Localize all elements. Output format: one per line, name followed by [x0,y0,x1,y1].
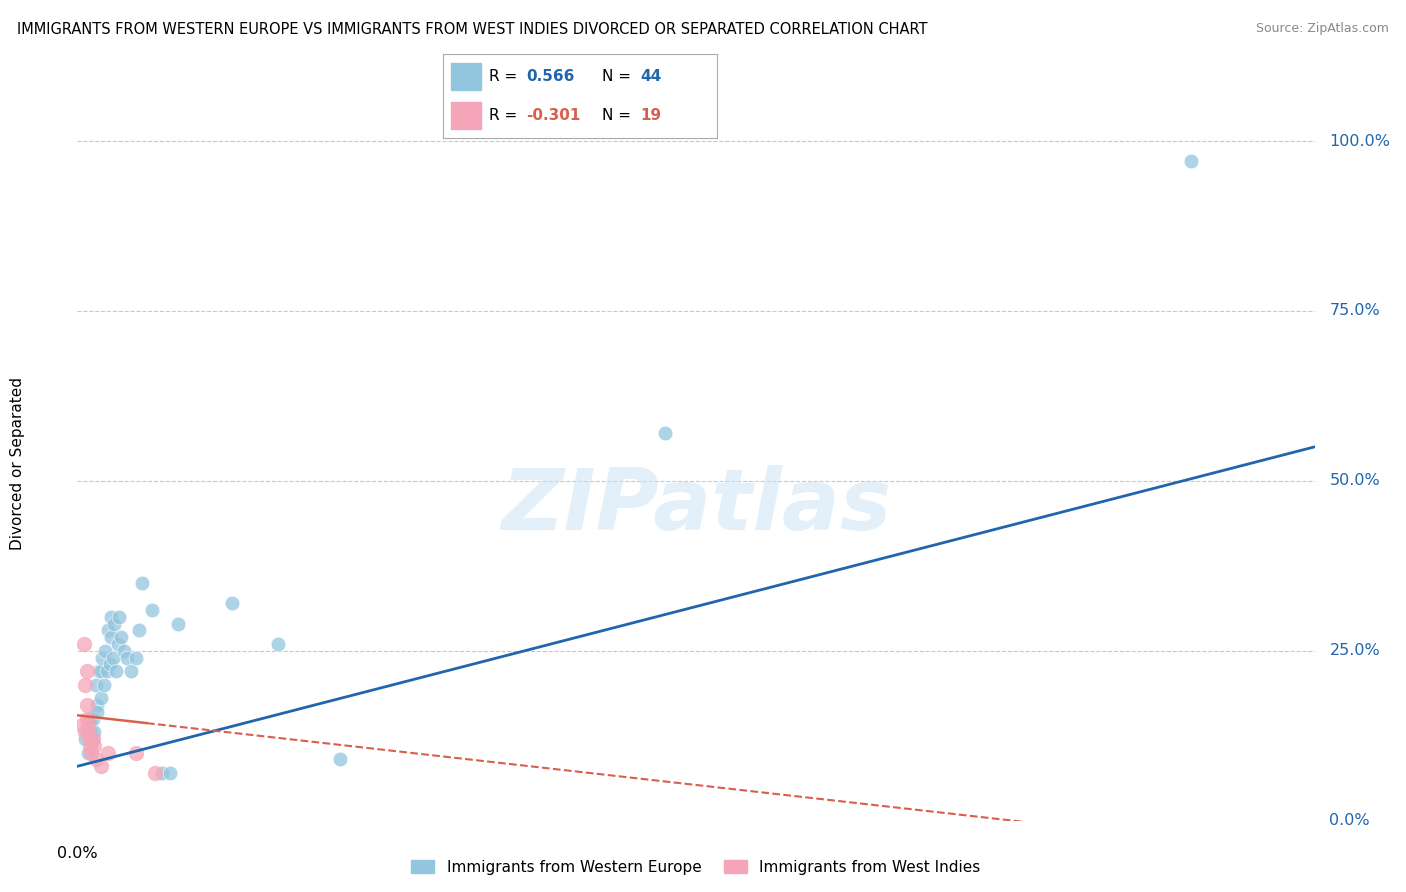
Point [110,630,132,644]
Point [112,644,135,658]
Point [79,739,101,753]
Bar [451,102,481,129]
Text: 44: 44 [640,69,662,84]
Point [83,725,105,739]
Point [76,664,98,678]
Point [83,739,105,753]
Point [105,664,127,678]
Point [70,718,93,732]
Point [98,657,121,672]
Point [84,678,107,692]
Point [93,678,115,692]
Point [86,698,108,712]
Point [125,746,148,760]
Point [75,678,96,692]
Point [143,766,166,780]
Point [97,624,120,638]
Point [100,630,122,644]
Point [80,746,103,760]
Point [90,759,111,773]
Text: 25.0%: 25.0% [1330,643,1381,658]
Point [654,426,676,441]
Point [79,712,101,726]
Point [82,712,104,726]
Point [82,732,104,747]
Point [115,650,138,665]
Point [94,644,117,658]
Point [121,664,143,678]
Point [159,766,181,780]
Point [75,725,96,739]
Text: 75.0%: 75.0% [1330,303,1381,318]
Text: ZIPatlas: ZIPatlas [501,465,891,549]
Text: N =: N = [602,69,631,84]
Point [267,637,290,651]
Point [77,718,100,732]
Text: 0.566: 0.566 [526,69,575,84]
Point [82,732,104,747]
Point [329,752,352,766]
Text: 50.0%: 50.0% [1330,474,1381,488]
Legend: Immigrants from Western Europe, Immigrants from West Indies: Immigrants from Western Europe, Immigran… [405,854,987,880]
Point [96,664,118,678]
Point [72,637,94,651]
Point [141,603,163,617]
Text: Divorced or Separated: Divorced or Separated [10,377,25,550]
Point [76,698,98,712]
Point [152,766,174,780]
Bar [451,62,481,90]
Point [131,575,153,590]
Point [125,650,148,665]
Point [101,650,124,665]
Point [76,712,98,726]
Point [90,664,111,678]
Point [100,609,122,624]
Text: IMMIGRANTS FROM WESTERN EUROPE VS IMMIGRANTS FROM WEST INDIES DIVORCED OR SEPARA: IMMIGRANTS FROM WESTERN EUROPE VS IMMIGR… [17,22,928,37]
Point [91,650,114,665]
Point [84,752,107,766]
Point [103,616,125,631]
Text: -0.301: -0.301 [526,108,581,123]
Point [77,746,100,760]
Point [86,705,108,719]
Text: N =: N = [602,108,631,123]
Text: 100.0%: 100.0% [1330,134,1391,149]
Point [80,725,103,739]
Point [107,637,129,651]
Point [75,732,96,747]
Point [128,624,150,638]
Point [221,596,243,610]
Point [97,746,120,760]
Point [90,691,111,706]
Text: 0.0%: 0.0% [1330,814,1369,828]
Text: 19: 19 [640,108,661,123]
Point [108,609,131,624]
Point [79,718,101,732]
Text: R =: R = [489,69,517,84]
Text: R =: R = [489,108,517,123]
Point [77,725,100,739]
Point [1180,154,1202,169]
Point [79,732,101,747]
Text: 0.0%: 0.0% [58,846,97,861]
Point [87,664,110,678]
Point [76,725,98,739]
Text: Source: ZipAtlas.com: Source: ZipAtlas.com [1256,22,1389,36]
Point [167,616,190,631]
